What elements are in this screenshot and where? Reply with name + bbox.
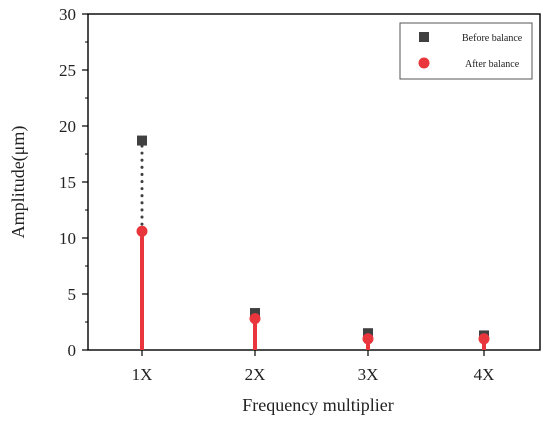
- markers: [136, 135, 490, 345]
- before-balance-marker: [250, 308, 260, 319]
- x-tick-label: 3X: [358, 365, 379, 384]
- after-balance-marker: [249, 313, 261, 325]
- x-tick-label: 1X: [132, 365, 153, 384]
- y-tick-label: 5: [68, 285, 77, 304]
- after-balance-marker: [136, 225, 148, 237]
- legend-before-marker: [419, 32, 429, 42]
- legend-before-label: Before balance: [462, 33, 523, 44]
- x-tick-label: 2X: [245, 365, 266, 384]
- axes: 0 5 10 15 20 25 30 1X 2X 3X 4X Frequency multiplier…: [8, 5, 541, 415]
- before-balance-marker: [363, 328, 373, 339]
- x-axis-title: Frequency multiplier: [242, 395, 393, 415]
- before-balance-marker: [137, 135, 147, 146]
- y-tick-label: 20: [59, 117, 76, 136]
- y-tick-label: 0: [68, 341, 77, 360]
- legend: Before balance After balance: [399, 22, 533, 80]
- stems: [140, 139, 486, 350]
- legend-after-marker: [418, 57, 430, 69]
- y-tick-label: 15: [59, 173, 76, 192]
- y-tick-label: 10: [59, 229, 76, 248]
- y-tick-label: 25: [59, 61, 76, 80]
- after-balance-marker: [478, 333, 490, 345]
- y-tick-label: 30: [59, 5, 76, 24]
- after-balance-marker: [362, 333, 374, 345]
- y-axis-title: Amplitude(μm): [8, 126, 29, 239]
- x-tick-label: 4X: [474, 365, 495, 384]
- legend-after-label: After balance: [465, 59, 520, 70]
- legend-box: [399, 22, 533, 80]
